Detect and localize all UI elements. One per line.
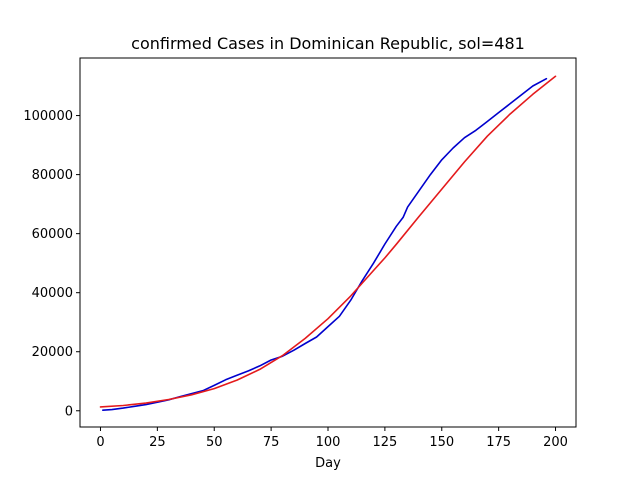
y-tick-label: 100000 xyxy=(23,109,73,124)
x-tick-label: 50 xyxy=(206,435,223,450)
y-tick-label: 80000 xyxy=(32,168,73,183)
y-tick-label: 0 xyxy=(65,404,73,419)
x-tick-label: 0 xyxy=(96,435,104,450)
x-tick-label: 175 xyxy=(486,435,511,450)
x-tick-label: 200 xyxy=(543,435,568,450)
x-tick-label: 100 xyxy=(316,435,341,450)
y-tick-label: 60000 xyxy=(32,227,73,242)
x-tick-label: 75 xyxy=(263,435,280,450)
x-tick-label: 150 xyxy=(429,435,454,450)
x-tick-label: 125 xyxy=(372,435,397,450)
series-line-2 xyxy=(99,75,557,408)
y-tick-label: 40000 xyxy=(32,286,73,301)
plot-area: 0 25 50 75 100 125 150 175 200 0 20000 40000 60000 80… xyxy=(23,57,577,450)
chart-title: confirmed Cases in Dominican Republic, s… xyxy=(131,34,525,53)
x-axis-label: Day xyxy=(315,456,341,471)
y-tick-label: 20000 xyxy=(32,345,73,360)
x-tick-label: 25 xyxy=(149,435,166,450)
